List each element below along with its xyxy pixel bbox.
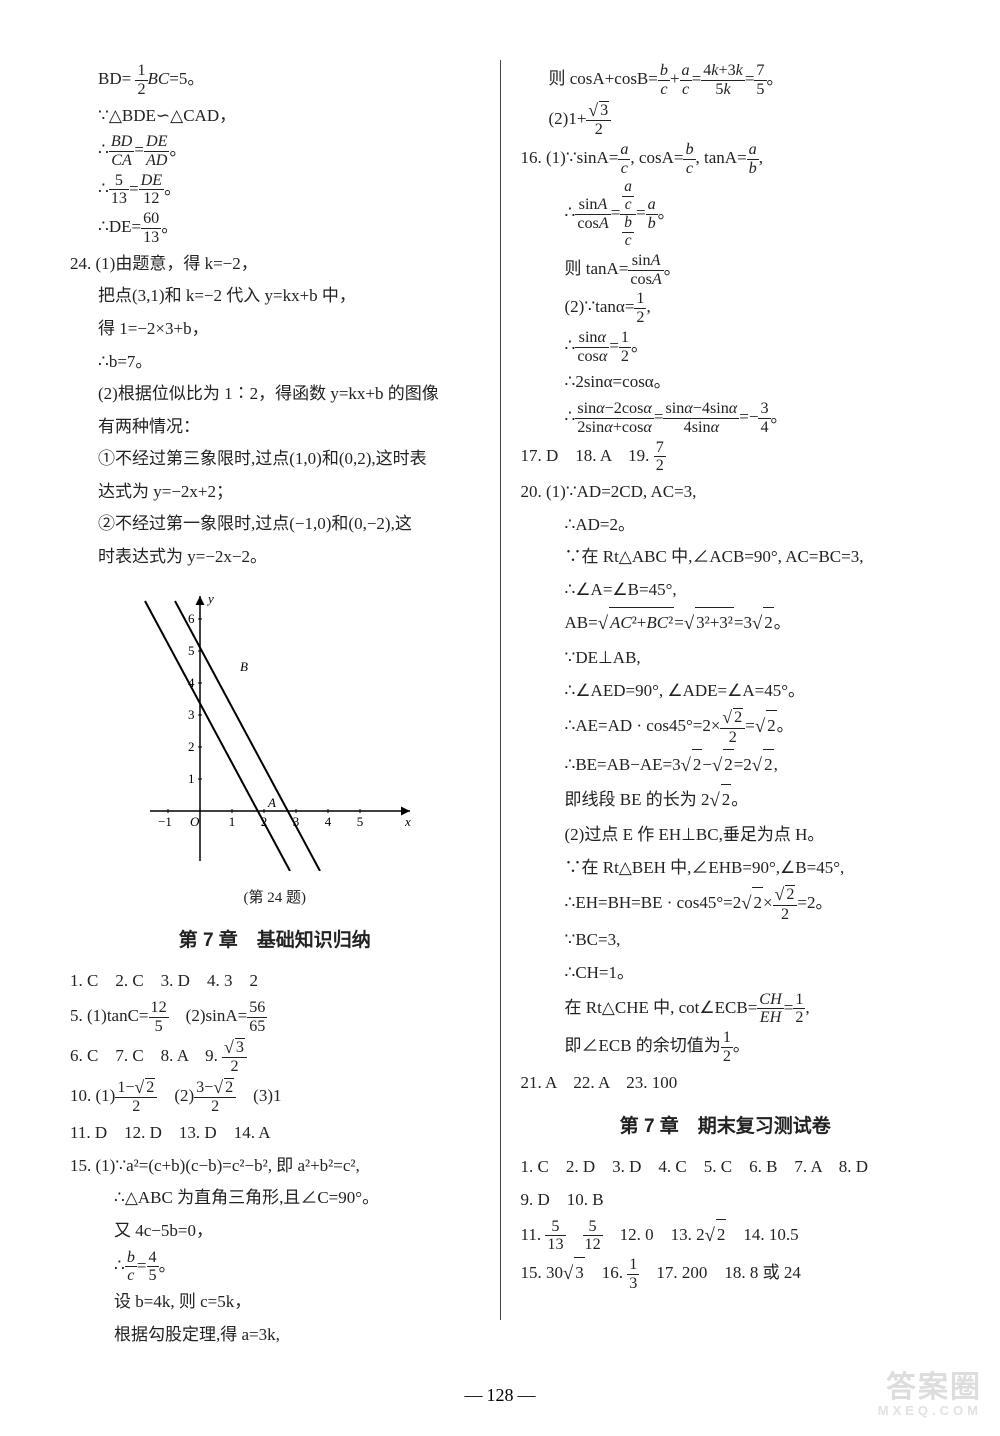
answer-row: 1. C 2. C 3. D 4. 3 2: [70, 966, 480, 997]
text: ∴sinα−2cosα2sinα+cosα=sinα−4sinα4sinα=−3…: [521, 400, 931, 437]
text: ∴∠A=∠B=45°,: [521, 575, 931, 606]
text: ∴bc=45。: [70, 1249, 480, 1286]
text: 达式为 y=−2x+2；: [70, 477, 480, 508]
text: (2)根据位似比为 1∶2，得函数 y=kx+b 的图像: [70, 379, 480, 410]
graph-caption: (第 24 题): [70, 885, 480, 912]
svg-text:A: A: [267, 795, 276, 810]
text: ∴∠AED=90°, ∠ADE=∠A=45°。: [521, 676, 931, 707]
left-column: BD= 12BC=5。 ∵△BDE∽△CAD， ∴BDCA=DEAD。 ∴513…: [70, 60, 480, 1320]
text: ∴EH=BH=BE · cos45°=2√2×√22=2。: [521, 885, 931, 923]
text: (2)过点 E 作 EH⊥BC,垂足为点 H。: [521, 820, 931, 851]
svg-text:5: 5: [188, 643, 195, 658]
answer-row: 15. 30√3 16. 13 17. 200 18. 8 或 24: [521, 1256, 931, 1293]
svg-text:−1: −1: [158, 814, 172, 829]
q16: 16. (1)∵sinA=ac, cosA=bc, tanA=ab,: [521, 141, 931, 178]
text: 即∠ECB 的余切值为12。: [521, 1029, 931, 1066]
line-chart: −1 O 1 2 3 4 5 1 2 3 4 5 6 x y: [130, 581, 420, 871]
section-title-2: 第 7 章 期末复习测试卷: [521, 1110, 931, 1144]
text: AB=√AC²+BC²=√3²+3²=3√2。: [521, 607, 931, 641]
svg-text:5: 5: [357, 814, 364, 829]
text: ∵DE⊥AB,: [521, 643, 931, 674]
page-number: —128—: [0, 1385, 1000, 1406]
text: ∴2sinα=cosα。: [521, 367, 931, 398]
text: ∴513=DE12。: [70, 172, 480, 209]
text: ②不经过第一象限时,过点(−1,0)和(0,−2),这: [70, 509, 480, 540]
text: ①不经过第三象限时,过点(1,0)和(0,2),这时表: [70, 444, 480, 475]
right-column: 则 cosA+cosB=bc+ac=4k+3k5k=75。 (2)1+√32 1…: [521, 60, 931, 1320]
text: 则 tanA=sinAcosA。: [521, 252, 931, 289]
answer-row: 21. A 22. A 23. 100: [521, 1068, 931, 1099]
svg-text:O: O: [190, 814, 200, 829]
q24: 24. (1)由题意，得 k=−2，: [70, 249, 480, 280]
text: ∵在 Rt△ABC 中,∠ACB=90°, AC=BC=3,: [521, 542, 931, 573]
svg-text:3: 3: [188, 707, 195, 722]
text: (2)1+√32: [521, 101, 931, 139]
svg-text:6: 6: [188, 611, 195, 626]
answer-row: 10. (1)1−√22 (2)3−√22 (3)1: [70, 1078, 480, 1116]
text: ∴DE=6013。: [70, 210, 480, 247]
svg-text:1: 1: [188, 771, 195, 786]
text: 即线段 BE 的长为 2√2。: [521, 784, 931, 818]
svg-text:4: 4: [325, 814, 332, 829]
text: ∴BE=AB−AE=3√2−√2=2√2,: [521, 749, 931, 783]
answer-row: 5. (1)tanC=125 (2)sinA=5665: [70, 999, 480, 1036]
text: ∴AE=AD · cos45°=2×√22=√2。: [521, 708, 931, 746]
answer-row: 6. C 7. C 8. A 9. √32: [70, 1038, 480, 1076]
text: 又 4c−5b=0，: [70, 1216, 480, 1247]
text: ∴AD=2。: [521, 510, 931, 541]
text: ∴sinAcosA=acbc=ab。: [521, 179, 931, 250]
text: ∴sinαcosα=12。: [521, 329, 931, 366]
svg-text:2: 2: [188, 739, 195, 754]
text: ∴CH=1。: [521, 958, 931, 989]
answer-row: 11. 513 512 12. 0 13. 2√2 14. 10.5: [521, 1218, 931, 1255]
text: 在 Rt△CHE 中, cot∠ECB=CHEH=12,: [521, 991, 931, 1028]
svg-text:x: x: [404, 814, 411, 829]
text: ∵△BDE∽△CAD，: [70, 101, 480, 132]
text: ∴b=7。: [70, 347, 480, 378]
answer-row: 1. C 2. D 3. D 4. C 5. C 6. B 7. A 8. D: [521, 1152, 931, 1183]
svg-text:y: y: [206, 591, 214, 606]
q20: 20. (1)∵AD=2CD, AC=3,: [521, 477, 931, 508]
answer-row: 9. D 10. B: [521, 1185, 931, 1216]
text: 15. (1)∵a²=(c+b)(c−b)=c²−b², 即 a²+b²=c²,: [70, 1151, 480, 1182]
text: 把点(3,1)和 k=−2 代入 y=kx+b 中，: [70, 281, 480, 312]
answer-row: 17. D 18. A 19. 72: [521, 439, 931, 476]
text: ∵BC=3,: [521, 925, 931, 956]
text: 设 b=4k, 则 c=5k，: [70, 1287, 480, 1318]
svg-text:1: 1: [229, 814, 236, 829]
svg-text:B: B: [240, 659, 248, 674]
answer-row: 11. D 12. D 13. D 14. A: [70, 1118, 480, 1149]
text: 则 cosA+cosB=bc+ac=4k+3k5k=75。: [521, 62, 931, 99]
column-divider: [500, 60, 501, 1320]
text: ∴BDCA=DEAD。: [70, 133, 480, 170]
text: ∴△ABC 为直角三角形,且∠C=90°。: [70, 1183, 480, 1214]
text: 有两种情况：: [70, 412, 480, 443]
section-title-1: 第 7 章 基础知识归纳: [70, 924, 480, 958]
text: BD= 12BC=5。: [70, 62, 480, 99]
graph-q24: −1 O 1 2 3 4 5 1 2 3 4 5 6 x y: [70, 581, 480, 882]
text: 根据勾股定理,得 a=3k,: [70, 1320, 480, 1351]
text: 时表达式为 y=−2x−2。: [70, 542, 480, 573]
watermark: 答案圈 MXEQ.COM: [878, 1371, 982, 1418]
text: 得 1=−2×3+b，: [70, 314, 480, 345]
text: (2)∵tanα=12,: [521, 290, 931, 327]
text: ∵在 Rt△BEH 中,∠EHB=90°,∠B=45°,: [521, 853, 931, 884]
